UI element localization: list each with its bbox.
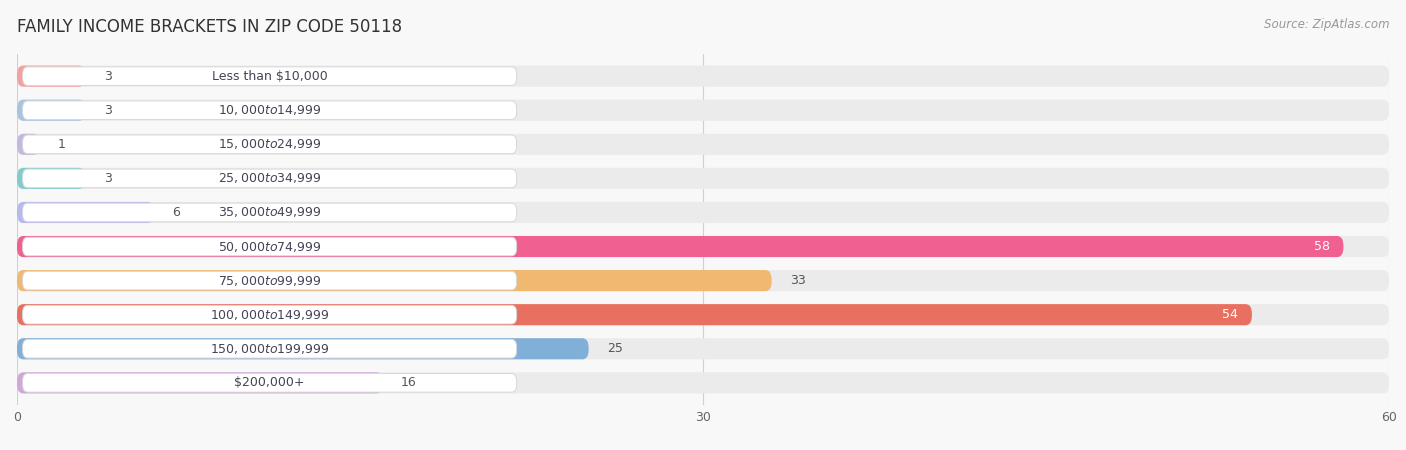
FancyBboxPatch shape bbox=[17, 304, 1389, 325]
FancyBboxPatch shape bbox=[17, 134, 1389, 155]
Text: 54: 54 bbox=[1222, 308, 1239, 321]
FancyBboxPatch shape bbox=[17, 236, 1343, 257]
FancyBboxPatch shape bbox=[17, 338, 589, 360]
FancyBboxPatch shape bbox=[22, 101, 516, 120]
FancyBboxPatch shape bbox=[17, 270, 772, 291]
FancyBboxPatch shape bbox=[22, 67, 516, 86]
Text: $50,000 to $74,999: $50,000 to $74,999 bbox=[218, 239, 322, 253]
Text: $25,000 to $34,999: $25,000 to $34,999 bbox=[218, 171, 322, 185]
FancyBboxPatch shape bbox=[17, 134, 39, 155]
Text: 25: 25 bbox=[607, 342, 623, 355]
FancyBboxPatch shape bbox=[17, 99, 1389, 121]
FancyBboxPatch shape bbox=[22, 135, 516, 153]
FancyBboxPatch shape bbox=[17, 168, 86, 189]
FancyBboxPatch shape bbox=[22, 306, 516, 324]
FancyBboxPatch shape bbox=[17, 236, 1389, 257]
Text: $15,000 to $24,999: $15,000 to $24,999 bbox=[218, 137, 322, 151]
Text: 1: 1 bbox=[58, 138, 66, 151]
Text: $200,000+: $200,000+ bbox=[235, 376, 305, 389]
Text: 58: 58 bbox=[1313, 240, 1330, 253]
FancyBboxPatch shape bbox=[17, 270, 1389, 291]
Text: $150,000 to $199,999: $150,000 to $199,999 bbox=[209, 342, 329, 356]
Text: $100,000 to $149,999: $100,000 to $149,999 bbox=[209, 308, 329, 322]
FancyBboxPatch shape bbox=[22, 237, 516, 256]
FancyBboxPatch shape bbox=[17, 202, 1389, 223]
FancyBboxPatch shape bbox=[17, 66, 1389, 87]
FancyBboxPatch shape bbox=[17, 66, 86, 87]
Text: FAMILY INCOME BRACKETS IN ZIP CODE 50118: FAMILY INCOME BRACKETS IN ZIP CODE 50118 bbox=[17, 18, 402, 36]
FancyBboxPatch shape bbox=[22, 339, 516, 358]
FancyBboxPatch shape bbox=[22, 271, 516, 290]
Text: 3: 3 bbox=[104, 70, 111, 83]
Text: 33: 33 bbox=[790, 274, 806, 287]
Text: 6: 6 bbox=[173, 206, 180, 219]
FancyBboxPatch shape bbox=[22, 203, 516, 222]
Text: $10,000 to $14,999: $10,000 to $14,999 bbox=[218, 103, 322, 117]
FancyBboxPatch shape bbox=[17, 202, 155, 223]
Text: $35,000 to $49,999: $35,000 to $49,999 bbox=[218, 206, 322, 220]
Text: $75,000 to $99,999: $75,000 to $99,999 bbox=[218, 274, 322, 288]
FancyBboxPatch shape bbox=[22, 374, 516, 392]
FancyBboxPatch shape bbox=[17, 99, 86, 121]
Text: 3: 3 bbox=[104, 104, 111, 117]
Text: 16: 16 bbox=[401, 376, 416, 389]
FancyBboxPatch shape bbox=[17, 338, 1389, 360]
FancyBboxPatch shape bbox=[17, 372, 382, 393]
Text: Source: ZipAtlas.com: Source: ZipAtlas.com bbox=[1264, 18, 1389, 31]
FancyBboxPatch shape bbox=[17, 372, 1389, 393]
Text: Less than $10,000: Less than $10,000 bbox=[212, 70, 328, 83]
FancyBboxPatch shape bbox=[17, 304, 1251, 325]
FancyBboxPatch shape bbox=[17, 168, 1389, 189]
FancyBboxPatch shape bbox=[22, 169, 516, 188]
Text: 3: 3 bbox=[104, 172, 111, 185]
